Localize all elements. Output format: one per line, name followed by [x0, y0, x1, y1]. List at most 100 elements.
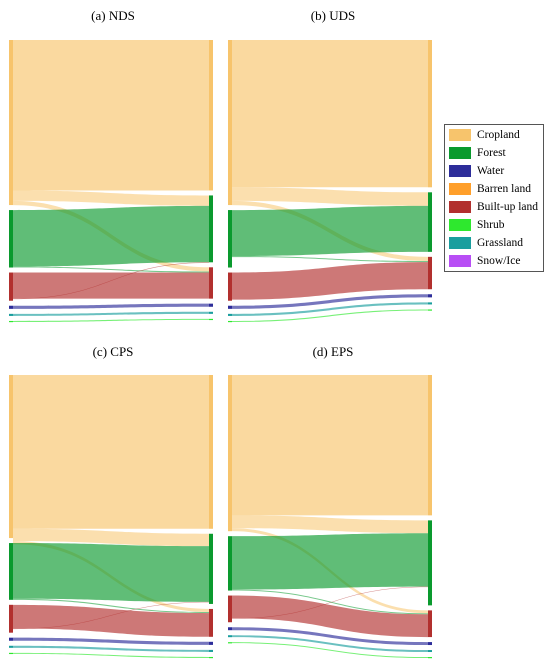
- flow-forest-to-built-up-land: [232, 589, 428, 615]
- target-node-cropland: [209, 375, 213, 529]
- flow-built-up-land-to-built-up-land: [13, 604, 209, 637]
- flow-built-up-land-to-built-up-land: [232, 595, 428, 638]
- legend-label-water: Water: [477, 165, 505, 177]
- flow-forest-to-forest: [232, 205, 428, 257]
- flow-water-to-water: [13, 637, 209, 645]
- source-node-grassland: [228, 635, 232, 638]
- flow-cropland-to-forest: [232, 515, 428, 534]
- flow-cropland-to-cropland: [13, 375, 209, 529]
- panel-3: (c) CPS: [9, 344, 213, 659]
- source-node-forest: [9, 543, 13, 600]
- legend-item-shrub: Shrub: [449, 218, 504, 232]
- flow-cropland-to-cropland: [232, 375, 428, 516]
- legend-label-grassland: Grassland: [477, 237, 523, 249]
- source-node-grassland: [9, 313, 13, 316]
- legend-label-barren-land: Barren land: [477, 183, 531, 195]
- legend-swatch-forest: [449, 147, 471, 159]
- target-node-forest: [209, 195, 213, 263]
- source-node-shrub: [228, 320, 232, 323]
- flow-built-up-land-to-forest: [13, 262, 209, 300]
- flow-forest-to-built-up-land: [232, 256, 428, 263]
- flow-shrub-to-shrub: [13, 318, 209, 322]
- source-node-cropland: [9, 40, 13, 206]
- flow-built-up-land-to-forest: [232, 586, 428, 619]
- flow-cropland-to-forest: [13, 190, 209, 206]
- flow-shrub-to-shrub: [232, 642, 428, 658]
- source-node-built-up-land: [228, 595, 232, 623]
- panel-title-2: (b) UDS: [311, 8, 355, 23]
- target-node-forest: [428, 192, 432, 252]
- target-node-cropland: [428, 40, 432, 188]
- target-node-water: [209, 641, 213, 645]
- legend-swatch-shrub: [449, 219, 471, 231]
- target-node-grassland: [428, 650, 432, 653]
- source-node-cropland: [9, 375, 13, 539]
- flow-water-to-water: [232, 294, 428, 309]
- source-node-forest: [9, 210, 13, 268]
- legend-item-cropland: Cropland: [449, 128, 520, 142]
- target-node-cropland: [428, 375, 432, 516]
- flow-built-up-land-to-built-up-land: [13, 272, 209, 299]
- legend-item-built-up-land: Built-up land: [449, 200, 538, 214]
- source-node-grassland: [228, 313, 232, 316]
- source-node-shrub: [9, 652, 13, 655]
- flow-forest-to-forest: [232, 533, 428, 590]
- flow-cropland-to-cropland: [13, 40, 209, 191]
- target-node-grassland: [209, 311, 213, 314]
- source-node-cropland: [228, 375, 232, 532]
- chart-legend: Cropland Forest Water Barren land Built-…: [444, 124, 544, 272]
- flow-grassland-to-grassland: [13, 645, 209, 652]
- target-node-shrub: [428, 309, 432, 311]
- legend-item-grassland: Grassland: [449, 236, 523, 250]
- target-node-grassland: [209, 649, 213, 652]
- flow-cropland-to-forest: [232, 187, 428, 206]
- legend-swatch-snow-ice: [449, 255, 471, 267]
- legend-item-snow-ice: Snow/Ice: [449, 254, 520, 268]
- target-node-built-up-land: [428, 256, 432, 290]
- flow-forest-to-built-up-land: [13, 598, 209, 614]
- target-node-built-up-land: [209, 608, 213, 637]
- source-node-water: [228, 627, 232, 631]
- legend-swatch-built-up-land: [449, 201, 471, 213]
- legend-item-barren-land: Barren land: [449, 182, 531, 196]
- source-node-shrub: [228, 642, 232, 644]
- source-node-grassland: [9, 645, 13, 648]
- flow-forest-to-built-up-land: [13, 266, 209, 273]
- source-node-water: [9, 637, 13, 641]
- flow-forest-to-forest: [13, 205, 209, 267]
- flow-forest-to-forest: [13, 543, 209, 602]
- panel-title-3: (c) CPS: [93, 344, 134, 359]
- legend-swatch-water: [449, 165, 471, 177]
- target-node-built-up-land: [428, 610, 432, 638]
- legend-item-water: Water: [449, 164, 504, 178]
- legend-swatch-cropland: [449, 129, 471, 141]
- source-node-cropland: [228, 40, 232, 206]
- target-node-forest: [428, 520, 432, 606]
- flow-grassland-to-grassland: [13, 311, 209, 316]
- panel-title-1: (a) NDS: [91, 8, 135, 23]
- legend-label-shrub: Shrub: [477, 219, 505, 231]
- panel-title-4: (d) EPS: [313, 344, 354, 359]
- panel-1: (a) NDS: [9, 8, 213, 323]
- target-node-water: [209, 303, 213, 307]
- target-node-water: [428, 642, 432, 646]
- legend-swatch-grassland: [449, 237, 471, 249]
- flow-built-up-land-to-built-up-land: [232, 262, 428, 300]
- source-node-built-up-land: [228, 272, 232, 301]
- source-node-forest: [228, 536, 232, 591]
- target-node-grassland: [428, 302, 432, 305]
- panel-2: (b) UDS: [228, 8, 432, 323]
- legend-label-forest: Forest: [477, 147, 506, 159]
- flow-water-to-water: [13, 303, 209, 309]
- flow-shrub-to-shrub: [232, 309, 428, 322]
- target-node-shrub: [428, 657, 432, 659]
- legend-swatch-barren-land: [449, 183, 471, 195]
- flow-grassland-to-grassland: [232, 302, 428, 316]
- legend-label-snow-ice: Snow/Ice: [477, 255, 521, 267]
- source-node-water: [228, 305, 232, 309]
- source-node-forest: [228, 210, 232, 268]
- flow-cropland-to-forest: [13, 528, 209, 547]
- target-node-shrub: [209, 656, 213, 659]
- flow-water-to-water: [232, 627, 428, 646]
